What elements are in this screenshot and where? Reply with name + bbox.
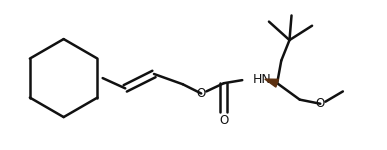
Text: O: O: [219, 114, 228, 127]
Polygon shape: [265, 79, 279, 87]
Text: O: O: [197, 87, 206, 100]
Text: O: O: [316, 97, 325, 110]
Text: HN: HN: [253, 73, 271, 86]
